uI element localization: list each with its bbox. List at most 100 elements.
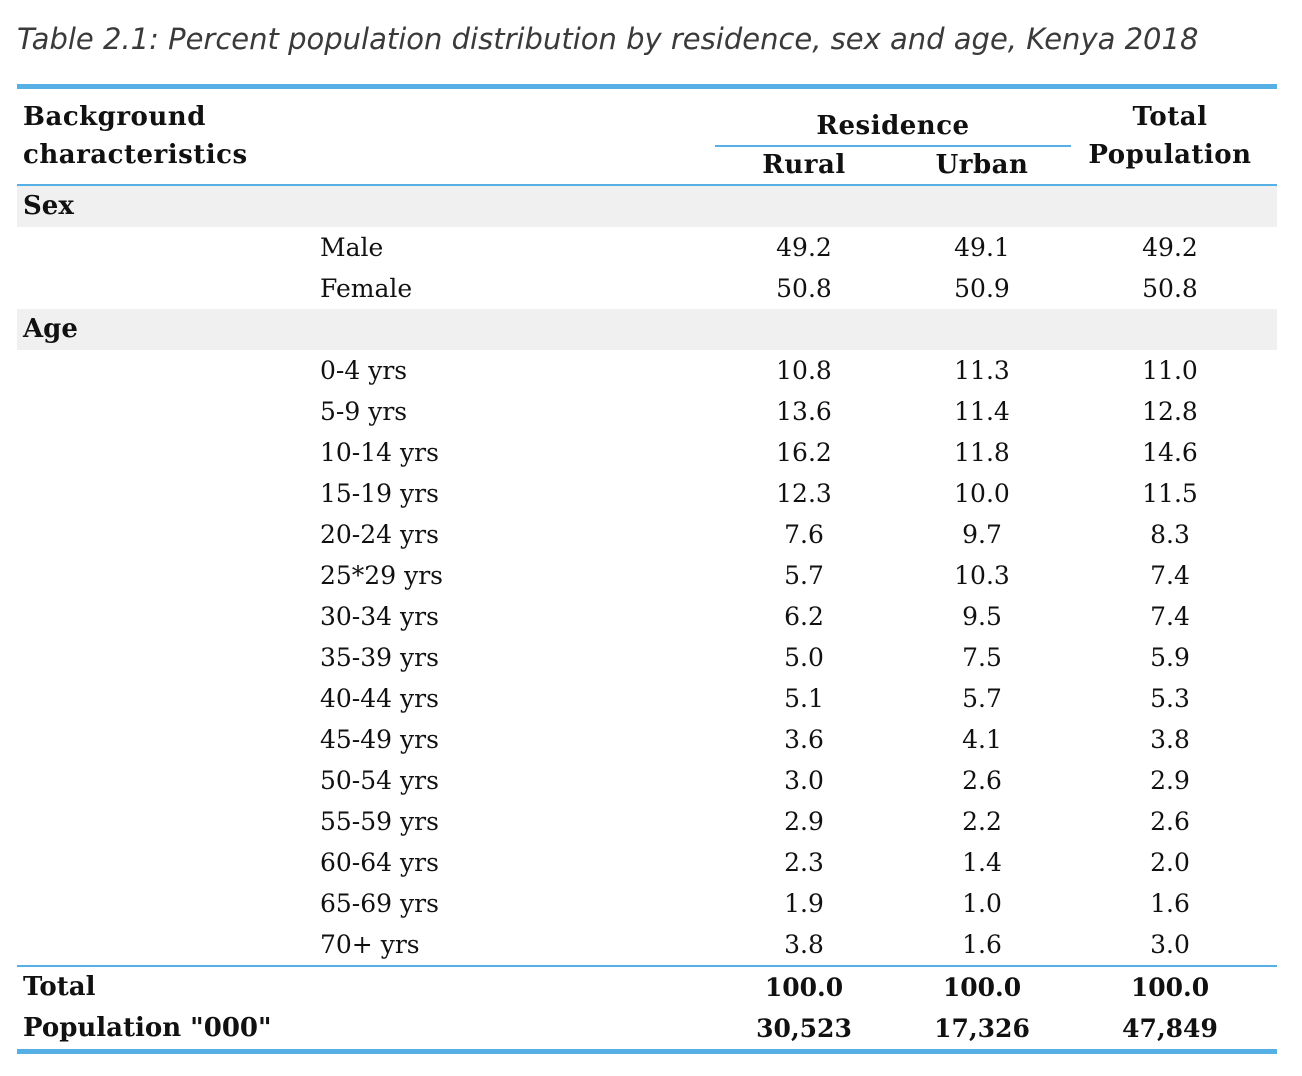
urban-value: 11.3 <box>954 356 1010 385</box>
urban-value: 49.1 <box>954 233 1010 262</box>
row-label: 70+ yrs <box>320 930 420 959</box>
total-value: 3.0 <box>1150 930 1190 959</box>
urban-value: 10.3 <box>954 561 1010 590</box>
table-row: 60-64 yrs 2.3 1.4 2.0 <box>17 842 1277 883</box>
section-title: Sex <box>23 191 74 221</box>
total-value: 2.9 <box>1150 766 1190 795</box>
urban-value: 1.4 <box>962 848 1002 877</box>
rural-value: 100.0 <box>764 973 844 1002</box>
table-row: 50-54 yrs 3.0 2.6 2.9 <box>17 760 1277 801</box>
table-row: 0-4 yrs 10.8 11.3 11.0 <box>17 350 1277 391</box>
total-value: 100.0 <box>1130 973 1210 1002</box>
rural-value: 1.9 <box>784 889 824 918</box>
urban-value: 9.5 <box>962 602 1002 631</box>
urban-value: 100.0 <box>942 973 1022 1002</box>
row-label: Female <box>320 274 413 303</box>
total-value: 14.6 <box>1142 438 1198 467</box>
header-total-line2: Population <box>1088 140 1252 170</box>
urban-value: 9.7 <box>962 520 1002 549</box>
table-row: 40-44 yrs 5.1 5.7 5.3 <box>17 678 1277 719</box>
table-row: 10-14 yrs 16.2 11.8 14.6 <box>17 432 1277 473</box>
table-row: 65-69 yrs 1.9 1.0 1.6 <box>17 883 1277 924</box>
total-value: 11.5 <box>1142 479 1198 508</box>
row-label: 60-64 yrs <box>320 848 439 877</box>
header-background-characteristics: Background characteristics <box>23 98 248 174</box>
urban-value: 11.8 <box>954 438 1010 467</box>
total-value: 12.8 <box>1142 397 1198 426</box>
rural-value: 13.6 <box>776 397 832 426</box>
rural-value: 5.0 <box>784 643 824 672</box>
header-urban: Urban <box>935 150 1029 180</box>
urban-value: 1.6 <box>962 930 1002 959</box>
table-header: Background characteristics Residence Rur… <box>17 89 1277 186</box>
table-row: 55-59 yrs 2.9 2.2 2.6 <box>17 801 1277 842</box>
total-value: 11.0 <box>1142 356 1198 385</box>
total-value: 5.3 <box>1150 684 1190 713</box>
urban-value: 10.0 <box>954 479 1010 508</box>
header-background-line2: characteristics <box>23 140 248 170</box>
total-value: 50.8 <box>1142 274 1198 303</box>
table-row: 5-9 yrs 13.6 11.4 12.8 <box>17 391 1277 432</box>
section-age: Age <box>17 309 1277 350</box>
total-value: 8.3 <box>1150 520 1190 549</box>
table-row: 30-34 yrs 6.2 9.5 7.4 <box>17 596 1277 637</box>
row-label: 45-49 yrs <box>320 725 439 754</box>
total-value: 1.6 <box>1150 889 1190 918</box>
row-label: 30-34 yrs <box>320 602 439 631</box>
urban-value: 4.1 <box>962 725 1002 754</box>
row-label: 0-4 yrs <box>320 356 408 385</box>
rural-value: 2.9 <box>784 807 824 836</box>
row-label: 5-9 yrs <box>320 397 408 426</box>
table-caption: Table 2.1: Percent population distributi… <box>17 22 1199 56</box>
total-value: 2.0 <box>1150 848 1190 877</box>
row-label: Total <box>23 972 96 1002</box>
table-row: Male 49.2 49.1 49.2 <box>17 227 1277 268</box>
rural-value: 16.2 <box>776 438 832 467</box>
rural-value: 3.8 <box>784 930 824 959</box>
rural-value: 5.1 <box>784 684 824 713</box>
rural-value: 49.2 <box>776 233 832 262</box>
row-label: 20-24 yrs <box>320 520 439 549</box>
section-sex: Sex <box>17 186 1277 227</box>
urban-value: 1.0 <box>962 889 1002 918</box>
total-value: 3.8 <box>1150 725 1190 754</box>
table-row: 45-49 yrs 3.6 4.1 3.8 <box>17 719 1277 760</box>
row-label: 15-19 yrs <box>320 479 439 508</box>
sex-rows: Male 49.2 49.1 49.2 Female 50.8 50.9 50.8 <box>17 227 1277 309</box>
row-label: 55-59 yrs <box>320 807 439 836</box>
table-row: 70+ yrs 3.8 1.6 3.0 <box>17 924 1277 965</box>
row-label: 10-14 yrs <box>320 438 439 467</box>
table-row: Total 100.0 100.0 100.0 <box>17 967 1277 1008</box>
row-label: 35-39 yrs <box>320 643 439 672</box>
table-row: 15-19 yrs 12.3 10.0 11.5 <box>17 473 1277 514</box>
rural-value: 3.0 <box>784 766 824 795</box>
section-title: Age <box>23 314 78 344</box>
urban-value: 2.6 <box>962 766 1002 795</box>
header-rural: Rural <box>762 150 846 180</box>
urban-value: 17,326 <box>934 1014 1030 1043</box>
row-label: 25*29 yrs <box>320 561 443 590</box>
urban-value: 50.9 <box>954 274 1010 303</box>
row-label: 65-69 yrs <box>320 889 439 918</box>
age-rows: 0-4 yrs 10.8 11.3 11.0 5-9 yrs 13.6 11.4 12.8 10… <box>17 350 1277 965</box>
rural-value: 50.8 <box>776 274 832 303</box>
urban-value: 5.7 <box>962 684 1002 713</box>
table-row: 35-39 yrs 5.0 7.5 5.9 <box>17 637 1277 678</box>
total-value: 7.4 <box>1150 602 1190 631</box>
header-total-line1: Total <box>1132 102 1208 132</box>
table-row: 25*29 yrs 5.7 10.3 7.4 <box>17 555 1277 596</box>
population-table: Background characteristics Residence Rur… <box>17 84 1277 1054</box>
totals-block: Total 100.0 100.0 100.0 Population "000" 30,5… <box>17 965 1277 1049</box>
total-value: 2.6 <box>1150 807 1190 836</box>
row-label: 40-44 yrs <box>320 684 439 713</box>
header-total-population: Total Population <box>1071 98 1269 174</box>
rural-value: 12.3 <box>776 479 832 508</box>
table-row: 20-24 yrs 7.6 9.7 8.3 <box>17 514 1277 555</box>
rural-value: 7.6 <box>784 520 824 549</box>
total-value: 47,849 <box>1122 1014 1218 1043</box>
header-residence: Residence <box>816 111 970 141</box>
table-row: Population "000" 30,523 17,326 47,849 <box>17 1008 1277 1049</box>
table-row: Female 50.8 50.9 50.8 <box>17 268 1277 309</box>
rural-value: 30,523 <box>756 1014 852 1043</box>
total-value: 7.4 <box>1150 561 1190 590</box>
